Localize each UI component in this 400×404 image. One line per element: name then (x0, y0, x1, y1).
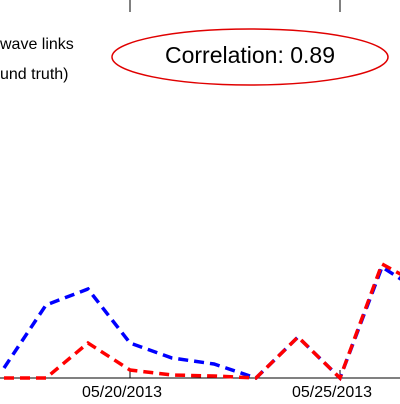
annotation: Correlation: 0.89 (165, 42, 335, 68)
annotation-ellipse (111, 28, 389, 86)
x-tick-label: 05/25/2013 (292, 384, 372, 401)
series-line (2, 264, 400, 382)
x-tick-label: 05/20/2013 (82, 384, 162, 401)
legend-label: und truth) (0, 66, 68, 83)
legend-label: wave links (0, 36, 74, 53)
series-line (4, 261, 400, 382)
